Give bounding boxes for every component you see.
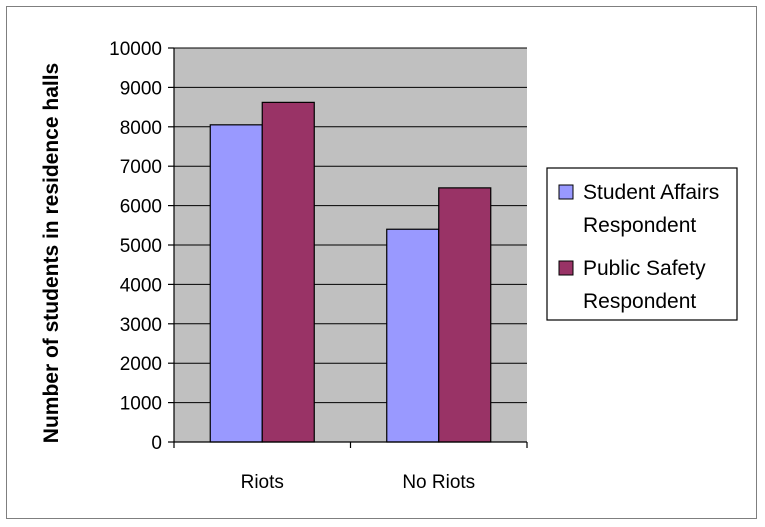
y-tick-labels: 0 1000 2000 3000 4000 5000 6000 7000 8000 9000 100… — [109, 39, 162, 454]
y-tick-label: 5000 — [120, 236, 162, 257]
y-tick-label: 6000 — [120, 197, 162, 218]
legend-swatch-public-safety — [558, 260, 574, 276]
y-tick-label: 10000 — [109, 39, 162, 60]
y-tick-label: 0 — [151, 433, 162, 454]
axes — [168, 47, 528, 448]
y-axis-label: Number of students in residence halls — [40, 63, 63, 443]
x-tick-label: No Riots — [402, 472, 475, 493]
y-tick-label: 7000 — [120, 157, 162, 178]
legend-swatch-student-affairs — [558, 184, 574, 200]
x-tick-labels: Riots No Riots — [241, 472, 476, 493]
y-tick-label: 1000 — [120, 394, 162, 415]
bar-riots-series-1 — [261, 101, 315, 443]
legend-label-student-affairs-line2: Respondent — [583, 214, 696, 237]
bars — [209, 101, 492, 443]
y-tick-label: 3000 — [120, 315, 162, 336]
x-tick-label: Riots — [241, 472, 284, 493]
y-tick-label: 8000 — [120, 118, 162, 139]
y-tick-label: 4000 — [120, 275, 162, 296]
legend-label-public-safety-line2: Respondent — [583, 290, 696, 313]
legend-label-public-safety-line1: Public Safety — [583, 257, 706, 280]
bar-riots-series-0 — [209, 124, 263, 443]
y-tick-label: 2000 — [120, 354, 162, 375]
legend-label-student-affairs-line1: Student Affairs — [583, 181, 719, 204]
legend-box — [546, 167, 738, 321]
y-tick-label: 9000 — [120, 78, 162, 99]
bar-no-riots-series-1 — [438, 187, 492, 443]
legend: Student Affairs Respondent Public Safety… — [546, 167, 738, 321]
bar-no-riots-series-0 — [386, 228, 440, 443]
